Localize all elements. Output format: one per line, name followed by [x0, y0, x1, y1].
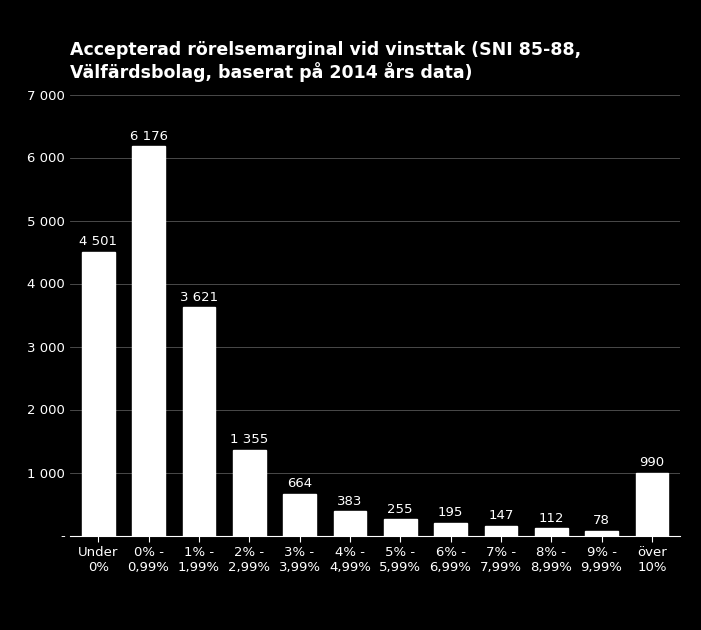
Bar: [484, 526, 517, 536]
Bar: [384, 519, 416, 536]
Text: 147: 147: [488, 510, 514, 522]
Text: 255: 255: [388, 503, 413, 515]
Bar: [334, 512, 366, 536]
Text: 664: 664: [287, 477, 312, 490]
Text: 383: 383: [337, 495, 362, 508]
Bar: [283, 494, 316, 536]
Text: 78: 78: [593, 514, 610, 527]
Bar: [132, 146, 165, 536]
Bar: [182, 307, 215, 536]
Text: 990: 990: [639, 456, 665, 469]
Bar: [434, 523, 467, 536]
Text: 4 501: 4 501: [79, 235, 117, 248]
Bar: [233, 450, 266, 536]
Bar: [82, 252, 114, 536]
Bar: [585, 530, 618, 536]
Text: 1 355: 1 355: [230, 433, 268, 446]
Bar: [535, 529, 568, 535]
Text: 112: 112: [538, 512, 564, 525]
Text: 195: 195: [438, 507, 463, 519]
Text: Accepterad rörelsemarginal vid vinsttak (SNI 85-88,
Välfärdsbolag, baserat på 20: Accepterad rörelsemarginal vid vinsttak …: [70, 41, 581, 82]
Text: 6 176: 6 176: [130, 130, 168, 142]
Bar: [636, 473, 668, 536]
Text: 3 621: 3 621: [179, 290, 218, 304]
